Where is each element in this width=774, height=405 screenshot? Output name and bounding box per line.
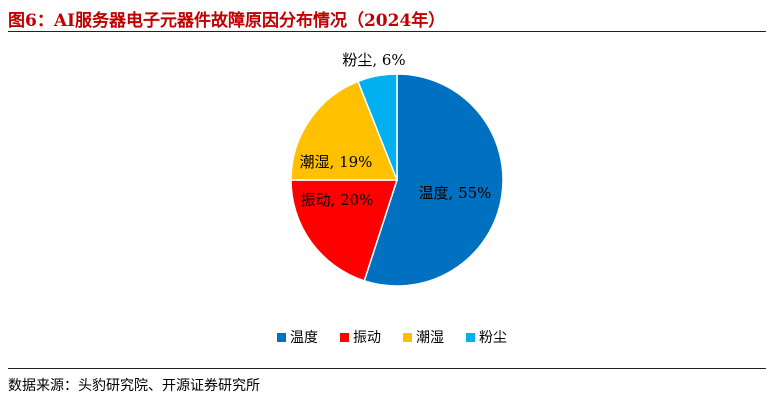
- legend-swatch-4: [466, 333, 475, 342]
- legend-item-3: 潮湿: [403, 330, 444, 346]
- legend-label-1: 温度: [290, 330, 318, 346]
- legend-item-4: 粉尘: [466, 330, 507, 346]
- legend-label-2: 振动: [353, 330, 381, 346]
- pie-data-labels: 温度, 55% 振动, 20% 潮湿, 19% 粉尘, 6%: [300, 51, 492, 209]
- pie-slice-3: [290, 80, 399, 181]
- pie-chart: 温度, 55% 振动, 20% 潮湿, 19% 粉尘, 6% 温度 振动 潮湿 粉尘: [277, 51, 507, 346]
- chart-legend: 温度 振动 潮湿 粉尘: [277, 330, 507, 346]
- source-divider: [8, 368, 766, 369]
- legend-item-1: 温度: [277, 330, 318, 346]
- legend-label-3: 潮湿: [416, 330, 444, 346]
- source-note: 数据来源：头豹研究院、开源证券研究所: [8, 378, 260, 394]
- pie-slice-2: [290, 179, 399, 282]
- chart-title: 图6：AI服务器电子元器件故障原因分布情况（2024年）: [8, 11, 446, 31]
- chart-area: 温度, 55% 振动, 20% 潮湿, 19% 粉尘, 6% 温度 振动 潮湿 粉尘: [0, 33, 774, 363]
- pie-slice-4: [357, 73, 398, 181]
- data-label-2: 振动, 20%: [301, 191, 374, 209]
- data-label-3: 潮湿, 19%: [300, 153, 373, 171]
- data-label-1: 温度, 55%: [419, 184, 492, 202]
- legend-item-2: 振动: [340, 330, 381, 346]
- pie-slice-1: [363, 73, 504, 287]
- legend-swatch-1: [277, 333, 286, 342]
- legend-swatch-3: [403, 333, 412, 342]
- data-label-4: 粉尘, 6%: [342, 51, 405, 69]
- title-divider: [8, 31, 766, 32]
- legend-swatch-2: [340, 333, 349, 342]
- legend-label-4: 粉尘: [479, 330, 507, 346]
- pie-slices: [290, 73, 504, 287]
